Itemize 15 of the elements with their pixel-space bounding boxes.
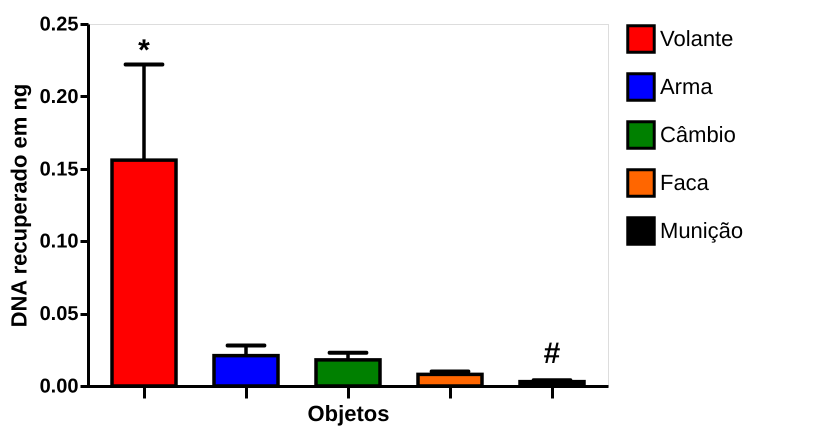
- y-tick-label: 0.20: [40, 86, 78, 108]
- y-tick-label: 0.10: [40, 230, 78, 253]
- y-axis-title: DNA recuperado em ng: [6, 84, 32, 328]
- annotation: #: [544, 337, 561, 370]
- y-tick-label: 0.05: [40, 303, 78, 326]
- legend-label: Câmbio: [660, 122, 736, 147]
- y-tick-label: 0.25: [40, 14, 78, 36]
- legend-label: Arma: [660, 74, 714, 99]
- legend-label: Volante: [660, 26, 734, 51]
- y-tick-label: 0.00: [40, 376, 78, 398]
- legend-label: Munição: [660, 218, 744, 243]
- y-tick-label: 0.15: [40, 158, 78, 180]
- x-axis-title: Objetos: [308, 401, 390, 426]
- annotation: *: [138, 34, 150, 67]
- legend-label: Faca: [660, 170, 710, 195]
